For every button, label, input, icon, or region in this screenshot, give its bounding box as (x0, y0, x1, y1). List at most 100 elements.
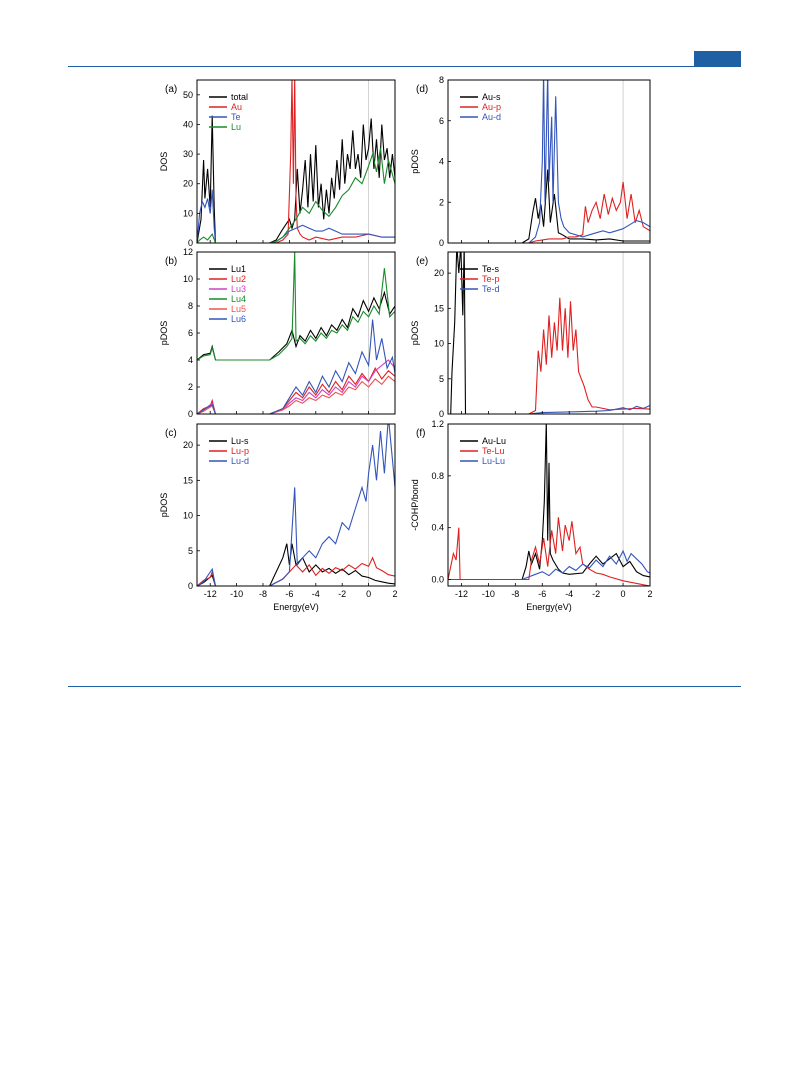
series-line-lu-s (197, 543, 395, 586)
y-tick-label: 10 (183, 511, 193, 521)
series-line-te-p (448, 297, 650, 414)
y-axis-label: pDOS (159, 493, 169, 518)
y-tick-label: 10 (183, 274, 193, 284)
panel-5: 0.0 0.4 0.8 1.2 -12 -10 -8 -6 -4 -2 0 2 (f) -COHP/bon… (410, 419, 653, 612)
series-line-lu5 (197, 375, 395, 414)
y-tick-label: 2 (188, 382, 193, 392)
series-line-au (197, 80, 395, 243)
legend-label: Te (231, 112, 241, 122)
x-tick-label: -2 (338, 589, 346, 599)
series-line-te-lu (448, 517, 650, 586)
legend-label: Au (231, 102, 242, 112)
x-axis-label: Energy(eV) (526, 602, 572, 612)
series-line-te-d (448, 404, 650, 414)
series-line-lu2 (197, 366, 395, 414)
legend-label: Lu5 (231, 304, 246, 314)
panel-label: (d) (416, 84, 428, 95)
y-tick-label: 0.8 (431, 471, 444, 481)
y-tick-label: 4 (188, 355, 193, 365)
x-tick-label: 2 (647, 589, 652, 599)
legend-label: Lu (231, 122, 241, 132)
y-tick-label: 5 (188, 546, 193, 556)
x-tick-label: -2 (592, 589, 600, 599)
x-tick-label: -8 (511, 589, 519, 599)
legend-label: Te-p (482, 274, 500, 284)
y-tick-label: 2 (439, 197, 444, 207)
series-line-lu6 (197, 319, 395, 414)
y-tick-label: 1.2 (431, 419, 444, 429)
x-tick-label: -4 (565, 589, 573, 599)
y-tick-label: 0 (188, 238, 193, 248)
y-axis-label: -COHP/bond (410, 479, 420, 531)
legend-label: Te-s (482, 264, 500, 274)
y-tick-label: 0.4 (431, 523, 444, 533)
y-axis-label: pDOS (410, 321, 420, 346)
legend-label: Lu-s (231, 436, 249, 446)
legend-label: Lu1 (231, 264, 246, 274)
x-tick-label: -12 (455, 589, 468, 599)
series-line-total (197, 115, 395, 243)
legend-label: Lu6 (231, 314, 246, 324)
legend-label: Lu4 (231, 294, 246, 304)
y-tick-label: 15 (183, 475, 193, 485)
panel-label: (a) (165, 84, 177, 95)
series-line-te-s (448, 252, 650, 414)
series-line-au-s (448, 169, 650, 243)
footer-rule (68, 686, 741, 687)
series-line-lu-d (197, 424, 395, 586)
y-tick-label: 12 (183, 247, 193, 257)
y-tick-label: 6 (188, 328, 193, 338)
y-axis-label: pDOS (410, 149, 420, 174)
legend: Lu-sLu-pLu-d (209, 436, 249, 466)
x-tick-label: -8 (259, 589, 267, 599)
y-tick-label: 40 (183, 119, 193, 129)
y-axis-label: pDOS (159, 321, 169, 346)
series-line-lu-p (197, 556, 395, 586)
plot-frame (447, 251, 651, 415)
legend-label: Au-p (482, 102, 501, 112)
x-tick-label: -10 (230, 589, 243, 599)
y-tick-label: 0 (439, 238, 444, 248)
y-tick-label: 0 (188, 581, 193, 591)
legend-label: Te-Lu (482, 446, 505, 456)
panel-label: (b) (165, 256, 177, 267)
series-line-lu-lu (448, 549, 650, 581)
x-tick-label: -6 (285, 589, 293, 599)
legend-label: total (231, 92, 248, 102)
y-tick-label: 20 (434, 268, 444, 278)
series-line-lu3 (197, 359, 395, 414)
y-tick-label: 0.0 (431, 575, 444, 585)
y-tick-label: 50 (183, 90, 193, 100)
x-tick-label: 0 (621, 589, 626, 599)
y-axis-label: DOS (159, 152, 169, 172)
series-line-au-lu (448, 424, 650, 581)
header-rule (68, 66, 741, 67)
x-tick-label: 0 (366, 589, 371, 599)
plot-frame (196, 79, 396, 244)
legend-label: Lu-Lu (482, 456, 505, 466)
plot-frame (447, 423, 651, 587)
y-tick-label: 30 (183, 149, 193, 159)
plot-frame (196, 423, 396, 587)
x-tick-label: -10 (482, 589, 495, 599)
series-line-lu (197, 148, 395, 243)
legend-label: Lu3 (231, 284, 246, 294)
legend-label: Lu-d (231, 456, 249, 466)
legend-label: Lu-p (231, 446, 249, 456)
legend-label: Te-d (482, 284, 500, 294)
series-line-lu4 (197, 252, 395, 361)
x-tick-label: -4 (312, 589, 320, 599)
y-tick-label: 20 (183, 440, 193, 450)
x-tick-label: -6 (538, 589, 546, 599)
legend-label: Au-Lu (482, 436, 506, 446)
x-tick-label: 2 (392, 589, 397, 599)
x-tick-label: -12 (204, 589, 217, 599)
series-line-au-p (448, 181, 650, 243)
y-tick-label: 10 (434, 339, 444, 349)
